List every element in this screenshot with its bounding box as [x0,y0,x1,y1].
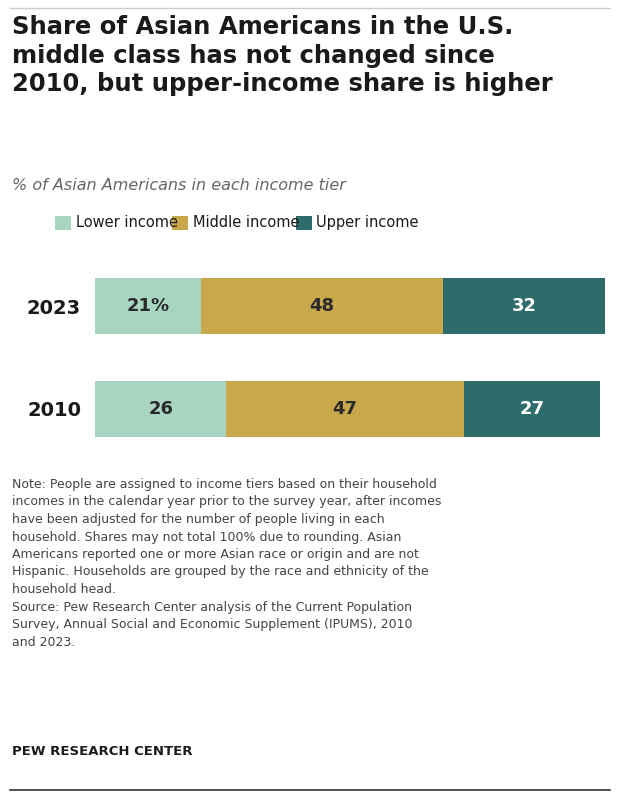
Text: Share of Asian Americans in the U.S.
middle class has not changed since
2010, bu: Share of Asian Americans in the U.S. mid… [12,15,552,97]
Text: Note: People are assigned to income tiers based on their household
incomes in th: Note: People are assigned to income tier… [12,478,441,649]
Text: Upper income: Upper income [316,214,419,230]
Bar [95,381,226,437]
Bar [95,278,201,334]
Text: PEW RESEARCH CENTER: PEW RESEARCH CENTER [12,745,192,758]
Text: % of Asian Americans in each income tier: % of Asian Americans in each income tier [12,178,346,193]
Bar [201,278,443,334]
Text: 32: 32 [512,298,537,315]
Bar [464,381,600,437]
Text: 26: 26 [148,400,173,418]
Text: Middle income: Middle income [193,214,299,230]
Text: Lower income: Lower income [76,214,178,230]
Bar [443,278,605,334]
Text: 21%: 21% [126,298,170,315]
Text: 48: 48 [309,298,335,315]
Bar [226,381,464,437]
Text: 27: 27 [520,400,544,418]
Text: 47: 47 [332,400,358,418]
